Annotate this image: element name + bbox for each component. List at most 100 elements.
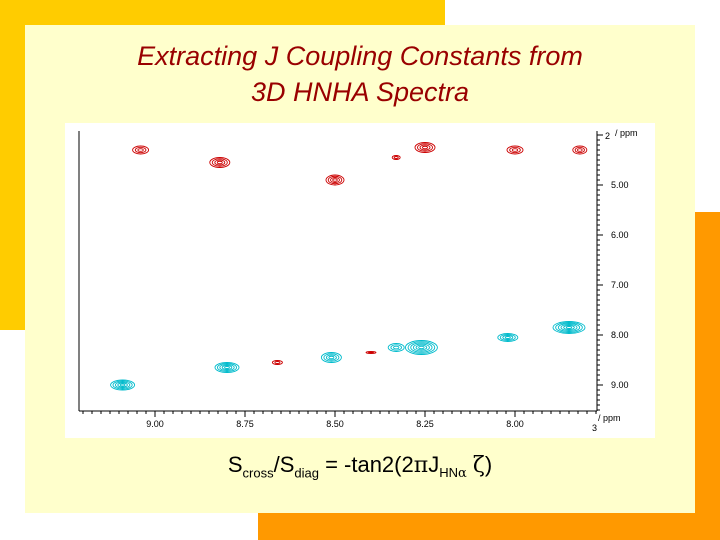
- contour-ring: [415, 344, 428, 351]
- x-tick-label: 8.50: [326, 419, 344, 429]
- contour-ring: [502, 335, 514, 340]
- contour-ring: [387, 343, 405, 352]
- x-minor-ticks: [82, 411, 597, 417]
- cross-peak: [132, 145, 150, 155]
- x-tick-label: 8.25: [416, 419, 434, 429]
- contour-ring: [563, 325, 575, 330]
- contour-ring: [572, 145, 588, 155]
- y-tick-label: 6.00: [611, 230, 629, 240]
- y-tick-label: 8.00: [611, 330, 629, 340]
- cross-peak: [325, 174, 345, 186]
- contour-ring: [325, 174, 345, 186]
- x-unit-label: / ppm: [598, 413, 621, 423]
- slide-title: Extracting J Coupling Constants from 3D …: [25, 38, 695, 110]
- contour-ring: [509, 146, 521, 154]
- contour-ring: [117, 382, 128, 388]
- diagonal-peak: [552, 321, 586, 334]
- y-tick-label: 5.00: [611, 180, 629, 190]
- contour-ring: [577, 148, 583, 152]
- cross-peak: [506, 145, 524, 155]
- formula-eq: = -tan2(2: [318, 452, 414, 477]
- contour-ring: [414, 142, 436, 153]
- contour-ring: [274, 361, 281, 364]
- formula-pi: π: [413, 453, 429, 478]
- cross-peak: [572, 145, 588, 155]
- formula-j: J: [428, 452, 440, 477]
- contour-ring: [506, 145, 524, 155]
- contour-ring: [216, 363, 238, 372]
- contour-ring: [574, 146, 585, 154]
- diagonal-peak: [404, 340, 438, 355]
- coupling-formula: Scross/Sdiag = -tan2(2πJHNα ζ): [25, 452, 695, 481]
- x-tick-label: 8.75: [236, 419, 254, 429]
- contour-ring: [499, 334, 516, 341]
- contour-ring: [560, 324, 578, 331]
- formula-close: ): [484, 452, 493, 477]
- formula-sub-hna: HNα: [439, 465, 467, 482]
- x-tick-labels: 9.00 8.75 8.50 8.25 8.00: [146, 419, 524, 429]
- formula-zeta: ζ: [472, 453, 485, 478]
- contour-ring: [119, 383, 126, 387]
- formula-sub-hn: HN: [439, 465, 458, 481]
- contour-ring: [365, 351, 377, 354]
- y-tick-labels: 5.00 6.00 7.00 8.00 9.00: [611, 180, 629, 390]
- contour-ring: [555, 322, 583, 333]
- contour-ring: [328, 355, 335, 360]
- peaks-layer: [110, 142, 588, 391]
- cross-peak: [209, 157, 231, 168]
- contour-ring: [418, 345, 425, 350]
- contour-ring: [565, 326, 573, 329]
- contour-ring: [216, 160, 223, 165]
- contour-ring: [211, 158, 228, 167]
- formula-sub-cross: cross: [242, 465, 274, 481]
- cross-peak: [365, 351, 377, 354]
- y-tick-label: 7.00: [611, 280, 629, 290]
- contour-ring: [327, 175, 343, 185]
- contour-ring: [134, 146, 147, 154]
- formula-sub-diag: diag: [294, 465, 319, 481]
- contour-ring: [393, 345, 400, 350]
- diagonal-peak: [497, 333, 519, 342]
- contour-ring: [422, 145, 428, 150]
- y-unit-label: / ppm: [615, 128, 638, 138]
- diagonal-peak: [214, 362, 240, 373]
- contour-ring: [504, 336, 511, 339]
- contour-ring: [390, 344, 402, 351]
- contour-ring: [404, 340, 438, 355]
- contour-ring: [112, 380, 133, 390]
- contour-ring: [271, 360, 283, 365]
- contour-ring: [410, 342, 433, 353]
- contour-ring: [332, 178, 338, 182]
- contour-ring: [391, 155, 401, 160]
- contour-ring: [110, 379, 136, 391]
- diagonal-peak: [110, 379, 136, 391]
- contour-ring: [214, 159, 226, 166]
- contour-ring: [325, 354, 337, 361]
- contour-ring: [114, 381, 131, 389]
- cross-peak: [414, 142, 436, 153]
- contour-ring: [417, 143, 433, 152]
- y-minor-ticks: [597, 134, 603, 411]
- contour-ring: [320, 352, 342, 363]
- cross-peak: [271, 360, 283, 365]
- diagonal-peak: [320, 352, 342, 363]
- contour-ring: [132, 145, 150, 155]
- x-tick-label: 8.00: [506, 419, 524, 429]
- contour-ring: [552, 321, 586, 334]
- diagonal-peak: [387, 343, 405, 352]
- contour-ring: [137, 148, 144, 152]
- contour-ring: [412, 343, 430, 352]
- x-end-label: 3: [592, 423, 597, 433]
- contour-ring: [557, 323, 581, 332]
- formula-sub-alpha: α: [457, 466, 467, 482]
- contour-ring: [209, 157, 231, 168]
- contour-ring: [214, 362, 240, 373]
- contour-ring: [368, 351, 374, 354]
- formula-s: S: [227, 452, 243, 477]
- contour-ring: [419, 144, 431, 151]
- title-line-1: Extracting J Coupling Constants from: [137, 41, 583, 71]
- contour-ring: [224, 366, 230, 369]
- contour-ring: [497, 333, 519, 342]
- contour-ring: [219, 364, 235, 371]
- contour-ring: [511, 148, 519, 152]
